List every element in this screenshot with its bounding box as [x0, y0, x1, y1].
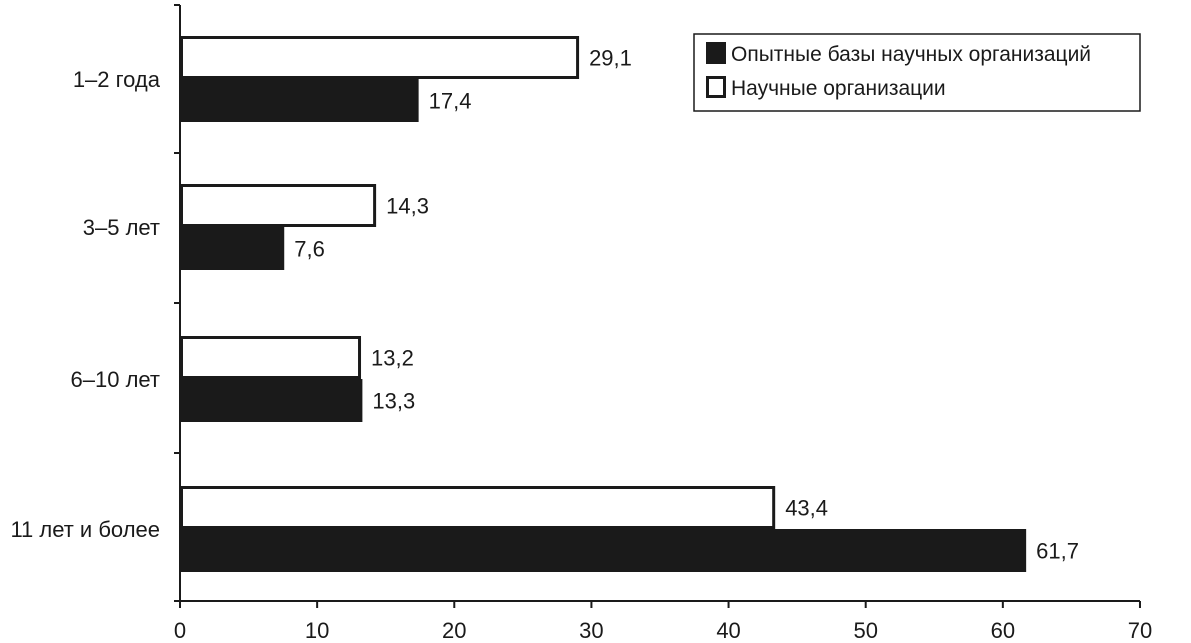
legend-label-experimental-bases: Опытные базы научных организаций: [731, 43, 1091, 66]
legend: Опытные базы научных организаций Научные …: [693, 33, 1141, 112]
x-tick-label-10: 10: [305, 618, 329, 643]
bar-research-orgs-6-10-years: [180, 336, 362, 379]
x-tick-label-0: 0: [174, 618, 186, 643]
bar-research-orgs-11-plus-years: [180, 486, 776, 529]
bar-experimental-bases-1-2-years: [180, 79, 419, 122]
value-label-research-orgs-11-plus-years: 43,4: [785, 496, 828, 521]
category-label-11-plus-years: 11 лет и более: [10, 517, 160, 542]
x-tick-label-20: 20: [442, 618, 466, 643]
category-label-3-5-years: 3–5 лет: [83, 215, 160, 240]
category-label-6-10-years: 6–10 лет: [71, 367, 160, 392]
value-label-experimental-bases-6-10-years: 13,3: [372, 389, 415, 414]
value-label-research-orgs-1-2-years: 29,1: [589, 46, 632, 71]
value-label-research-orgs-3-5-years: 14,3: [386, 194, 429, 219]
x-tick-label-60: 60: [991, 618, 1015, 643]
legend-swatch-research-orgs: [706, 76, 726, 98]
axes-layer: 1–2 года 3–5 лет 6–10 лет 11 лет и более 0 10…: [10, 4, 1152, 643]
x-tick-label-40: 40: [716, 618, 740, 643]
value-label-experimental-bases-3-5-years: 7,6: [294, 237, 325, 262]
category-label-1-2-years: 1–2 года: [73, 67, 161, 92]
bar-research-orgs-1-2-years: [180, 36, 580, 79]
bar-experimental-bases-6-10-years: [180, 379, 363, 422]
legend-swatch-experimental-bases: [706, 42, 726, 64]
bar-research-orgs-3-5-years: [180, 184, 377, 227]
value-label-experimental-bases-11-plus-years: 61,7: [1036, 539, 1079, 564]
bar-experimental-bases-3-5-years: [180, 227, 285, 270]
bar-experimental-bases-11-plus-years: [180, 529, 1027, 572]
value-label-research-orgs-6-10-years: 13,2: [371, 346, 414, 371]
legend-box: [693, 33, 1141, 112]
value-label-experimental-bases-1-2-years: 17,4: [429, 89, 472, 114]
bars-layer: 29,1 17,4 14,3 7,6 13,2 13,3 43,4 61,7: [180, 36, 1079, 572]
x-tick-label-30: 30: [579, 618, 603, 643]
x-tick-label-50: 50: [853, 618, 877, 643]
x-tick-label-70: 70: [1128, 618, 1152, 643]
legend-label-research-orgs: Научные организации: [731, 77, 946, 100]
